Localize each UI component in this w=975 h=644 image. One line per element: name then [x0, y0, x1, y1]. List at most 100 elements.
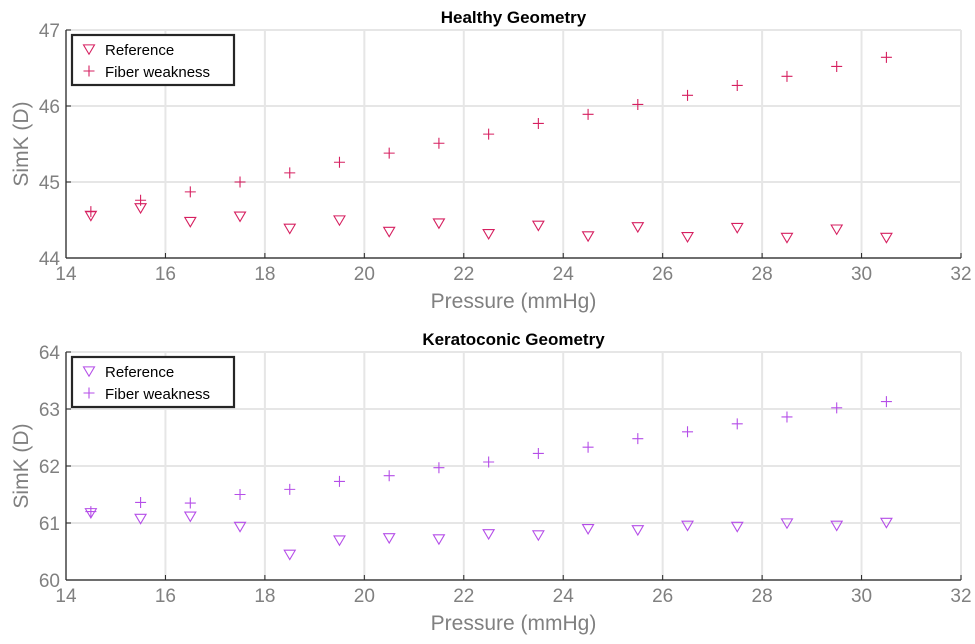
plus-marker [880, 51, 892, 63]
triangle-marker [283, 549, 297, 561]
legend-label: Fiber weakness [105, 64, 210, 81]
plus-marker [284, 483, 296, 495]
triangle-marker [730, 521, 744, 533]
x-tick-label: 18 [254, 586, 275, 607]
legend-label: Reference [105, 42, 174, 59]
x-tick-label: 32 [950, 264, 971, 285]
legend-plus-marker [83, 65, 95, 77]
triangle-marker [780, 518, 794, 530]
plus-marker [831, 60, 843, 72]
plus-marker [333, 156, 345, 168]
x-tick-label: 30 [851, 264, 872, 285]
triangle-marker [879, 232, 893, 244]
plus-marker [433, 462, 445, 474]
plus-marker [532, 117, 544, 129]
triangle-marker [879, 517, 893, 529]
x-tick-label: 16 [155, 264, 176, 285]
x-tick-label: 18 [254, 264, 275, 285]
plus-marker [184, 497, 196, 509]
legend-triangle-marker [82, 44, 96, 56]
x-tick-label: 30 [851, 586, 872, 607]
plus-marker [135, 194, 147, 206]
plus-marker [682, 426, 694, 438]
y-tick-label: 62 [39, 457, 60, 478]
triangle-marker [183, 216, 197, 228]
chart-title: Healthy Geometry [441, 8, 587, 27]
triangle-marker [531, 530, 545, 542]
plus-marker [731, 79, 743, 91]
plus-marker [234, 489, 246, 500]
triangle-marker [681, 520, 694, 532]
plus-marker [184, 186, 196, 198]
legend-triangle-marker [82, 366, 96, 378]
plus-marker [135, 496, 147, 508]
x-tick-label: 20 [354, 586, 375, 607]
triangle-marker [830, 224, 844, 236]
x-tick-label: 14 [55, 264, 77, 285]
triangle-marker [233, 211, 247, 223]
plus-marker [483, 456, 495, 468]
plus-marker [85, 506, 97, 518]
triangle-marker [382, 533, 396, 545]
y-tick-label: 45 [39, 173, 60, 194]
legend-label: Reference [105, 364, 174, 381]
triangle-marker [333, 215, 346, 227]
triangle-marker [631, 525, 645, 537]
legend-label: Fiber weakness [105, 386, 210, 403]
triangle-marker [631, 222, 645, 234]
plus-marker [831, 402, 843, 414]
y-axis-label: SimK (D) [10, 101, 33, 186]
triangle-marker [830, 520, 844, 532]
x-tick-label: 24 [553, 586, 575, 607]
plus-marker [781, 411, 793, 423]
x-tick-label: 14 [55, 586, 77, 607]
x-axis-label: Pressure (mmHg) [431, 612, 597, 635]
plus-marker [234, 176, 246, 188]
x-tick-label: 32 [950, 586, 971, 607]
series-fiber-weakness [85, 396, 892, 518]
x-tick-label: 16 [155, 586, 176, 607]
plus-marker [383, 147, 395, 159]
y-tick-label: 63 [39, 400, 60, 421]
x-tick-label: 22 [453, 264, 474, 285]
triangle-marker [531, 220, 545, 232]
plus-marker [582, 441, 594, 453]
series-reference [84, 203, 893, 244]
x-tick-label: 28 [752, 586, 773, 607]
plus-marker [284, 167, 296, 179]
x-tick-label: 28 [752, 264, 773, 285]
y-tick-label: 61 [39, 514, 60, 535]
chart-1: 14 16 18 20 22 24 26 28 30 32 44 45 46 47 Healthy Geom… [10, 8, 972, 313]
legend-box [70, 355, 236, 409]
x-tick-label: 20 [354, 264, 375, 285]
y-tick-label: 47 [39, 21, 60, 42]
y-tick-label: 46 [39, 97, 60, 118]
series-reference [84, 508, 893, 561]
triangle-marker [382, 226, 396, 238]
plus-marker [880, 396, 892, 408]
plus-marker [433, 137, 445, 149]
plus-marker [85, 206, 97, 218]
triangle-marker [581, 524, 595, 536]
x-tick-label: 26 [652, 264, 673, 285]
y-tick-label: 60 [39, 571, 60, 592]
triangle-marker [233, 521, 247, 533]
y-axis-label: SimK (D) [10, 423, 33, 508]
triangle-marker [283, 223, 297, 235]
plus-marker [582, 108, 594, 120]
x-tick-label: 22 [453, 586, 474, 607]
triangle-marker [482, 529, 496, 541]
triangle-marker [432, 534, 446, 546]
y-tick-label: 64 [39, 343, 61, 364]
x-axis-label: Pressure (mmHg) [431, 290, 597, 313]
plus-marker [781, 70, 793, 82]
legend-box [70, 33, 236, 87]
chart-title: Keratoconic Geometry [422, 330, 605, 349]
y-tick-label: 44 [39, 249, 61, 270]
triangle-marker [134, 513, 148, 525]
chart-2: 14 16 18 20 22 24 26 28 30 32 60 61 62 63 64 Keratoconi… [10, 330, 972, 635]
plus-marker [682, 89, 694, 101]
legend: Reference Fiber weakness [70, 355, 236, 409]
plus-marker [333, 475, 345, 487]
